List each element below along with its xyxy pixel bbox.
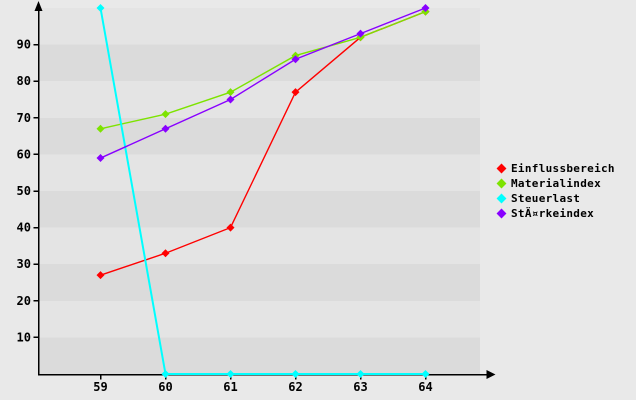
plot-band <box>39 191 480 228</box>
legend-label: Einflussbereich <box>511 162 615 175</box>
legend: Einflussbereich Materialindex Steuerlast… <box>496 162 615 220</box>
legend-marker-icon <box>496 163 507 174</box>
legend-item: Steuerlast <box>496 192 615 205</box>
data-point-marker <box>161 124 170 133</box>
plot-band <box>39 227 480 265</box>
data-point-marker <box>226 223 235 232</box>
data-point-marker <box>96 154 105 163</box>
y-tick-label: 50 <box>17 184 31 198</box>
x-tick-label: 62 <box>288 380 302 394</box>
data-point-marker <box>96 124 105 133</box>
plot-band <box>39 117 480 155</box>
plot-band <box>39 264 480 301</box>
data-point-marker <box>226 88 235 97</box>
data-point-marker <box>421 4 430 12</box>
x-tick-label: 64 <box>418 380 432 394</box>
data-point-marker <box>291 55 300 64</box>
x-tick-label: 61 <box>223 380 237 394</box>
y-tick-label: 80 <box>17 74 31 88</box>
legend-marker-icon <box>496 208 507 219</box>
y-tick-label: 10 <box>17 330 31 344</box>
data-point-marker <box>161 370 170 378</box>
x-tick-label: 60 <box>158 380 172 394</box>
y-tick-label: 20 <box>17 294 31 308</box>
data-point-marker <box>96 4 105 12</box>
data-point-marker <box>356 29 365 38</box>
legend-label: Materialindex <box>511 177 601 190</box>
data-point-marker <box>356 370 365 378</box>
x-tick-label: 59 <box>93 380 107 394</box>
legend-label: Steuerlast <box>511 192 581 205</box>
y-tick-label: 70 <box>17 111 31 125</box>
legend-marker-icon <box>496 193 507 204</box>
legend-item: StÄ¤rkeindex <box>496 207 615 220</box>
y-tick-label: 90 <box>17 38 31 52</box>
data-point-marker <box>291 88 300 97</box>
legend-marker-icon <box>496 178 507 189</box>
legend-label: StÄ¤rkeindex <box>511 207 595 220</box>
plot-band <box>39 8 480 45</box>
x-axis-arrow-icon <box>486 370 496 379</box>
data-point-marker <box>96 271 105 280</box>
series-line-1 <box>100 11 426 130</box>
data-point-marker <box>421 370 430 378</box>
legend-item: Einflussbereich <box>496 162 615 175</box>
data-point-marker <box>226 370 235 378</box>
y-tick-label: 60 <box>17 147 31 161</box>
plot-band <box>39 81 480 118</box>
plot-band <box>39 300 480 338</box>
plot-band <box>39 154 480 191</box>
data-point-marker <box>161 110 170 119</box>
legend-item: Materialindex <box>496 177 615 190</box>
x-tick-label: 63 <box>353 380 367 394</box>
series-line-3 <box>100 7 426 159</box>
series-line-2 <box>99 7 426 375</box>
y-axis-arrow-icon <box>34 1 43 11</box>
data-point-marker <box>161 249 170 258</box>
plot-band <box>39 337 480 374</box>
data-point-marker <box>291 370 300 378</box>
data-point-marker <box>226 95 235 104</box>
y-tick-label: 40 <box>17 221 31 235</box>
y-tick-label: 30 <box>17 257 31 271</box>
